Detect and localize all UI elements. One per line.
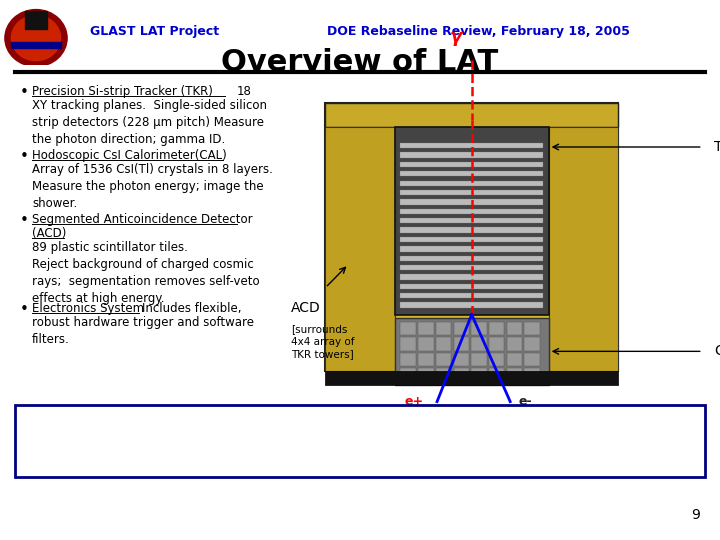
Circle shape [5, 10, 67, 66]
Bar [325, 372, 618, 385]
Bar [395, 318, 549, 385]
Bar [400, 255, 543, 261]
Bar [436, 353, 451, 366]
Bar [436, 368, 451, 381]
Bar [436, 322, 451, 335]
Bar [400, 302, 543, 308]
Bar [489, 368, 505, 381]
Bar [524, 368, 540, 381]
Text: e+: e+ [405, 395, 423, 408]
Bar [400, 143, 543, 148]
Bar [400, 152, 543, 158]
Bar [489, 353, 505, 366]
Bar [472, 353, 487, 366]
Bar [400, 368, 416, 381]
Bar [400, 208, 543, 214]
Bar [395, 127, 549, 314]
Bar [325, 127, 395, 372]
Bar [400, 322, 416, 335]
Bar [400, 227, 543, 233]
Text: [surrounds
4x4 array of
TKR towers]: [surrounds 4x4 array of TKR towers] [291, 325, 354, 359]
Bar [524, 338, 540, 350]
Bar [400, 265, 543, 271]
Text: Segmented Anticoincidence Detector: Segmented Anticoincidence Detector [32, 213, 253, 226]
Text: Systems work together to identify and measure the flux of cosmic gamma: Systems work together to identify and me… [69, 435, 651, 449]
Bar [454, 368, 469, 381]
Bar [507, 353, 522, 366]
Text: robust hardware trigger and software
filters.: robust hardware trigger and software fil… [32, 316, 254, 346]
Bar [12, 42, 60, 48]
Bar [454, 322, 469, 335]
Text: •: • [20, 302, 29, 317]
Text: •: • [20, 85, 29, 100]
Text: Overview of LAT: Overview of LAT [221, 48, 499, 77]
Bar [436, 338, 451, 350]
Text: Calorimeter: Calorimeter [714, 345, 720, 359]
Bar [524, 353, 540, 366]
Text: DOE Rebaseline Review, February 18, 2005: DOE Rebaseline Review, February 18, 2005 [327, 25, 630, 38]
Text: ACD: ACD [291, 301, 320, 315]
Text: Precision Si-strip Tracker (TKR): Precision Si-strip Tracker (TKR) [32, 85, 213, 98]
Bar [400, 162, 543, 167]
Text: γ: γ [450, 29, 462, 46]
Bar [400, 353, 416, 366]
Bar [507, 322, 522, 335]
Bar [400, 246, 543, 252]
Bar [454, 338, 469, 350]
Bar [454, 353, 469, 366]
Text: Includes flexible,: Includes flexible, [142, 302, 241, 315]
Bar [418, 322, 433, 335]
Bar [25, 11, 47, 29]
Bar [472, 338, 487, 350]
Bar [400, 293, 543, 299]
Bar [400, 180, 543, 186]
Text: e-: e- [519, 395, 532, 408]
Text: Electronics System: Electronics System [32, 302, 144, 315]
Bar [472, 368, 487, 381]
Bar [400, 237, 543, 242]
Bar [400, 171, 543, 177]
Text: Hodoscopic CsI Calorimeter(CAL): Hodoscopic CsI Calorimeter(CAL) [32, 149, 227, 162]
Bar [489, 322, 505, 335]
Bar [418, 368, 433, 381]
Text: Tracker: Tracker [714, 140, 720, 154]
Bar [400, 284, 543, 289]
Text: rays with energy 20 MeV -  >300 GeV.: rays with energy 20 MeV - >300 GeV. [212, 453, 508, 467]
Text: 9: 9 [691, 508, 700, 522]
Bar [507, 368, 522, 381]
Bar [489, 338, 505, 350]
Bar [507, 338, 522, 350]
Bar [524, 322, 540, 335]
Text: •: • [20, 149, 29, 164]
Bar [400, 218, 543, 224]
Bar [549, 127, 618, 372]
Text: XY tracking planes.  Single-sided silicon
strip detectors (228 μm pitch) Measure: XY tracking planes. Single-sided silicon… [32, 99, 267, 146]
Text: •: • [20, 213, 29, 228]
Text: GLAST LAT Project: GLAST LAT Project [90, 25, 219, 38]
Bar [472, 322, 487, 335]
Bar [400, 338, 416, 350]
Text: Array of 1536 CsI(Tl) crystals in 8 layers.
Measure the photon energy; image the: Array of 1536 CsI(Tl) crystals in 8 laye… [32, 163, 273, 210]
Bar [400, 199, 543, 205]
Text: 18: 18 [237, 85, 252, 98]
Bar [418, 353, 433, 366]
Circle shape [12, 16, 60, 60]
Text: (ACD): (ACD) [32, 227, 66, 240]
Bar [400, 190, 543, 195]
Bar [325, 104, 618, 127]
Bar [400, 274, 543, 280]
Text: 89 plastic scintillator tiles.
Reject background of charged cosmic
rays;  segmen: 89 plastic scintillator tiles. Reject ba… [32, 241, 260, 305]
Bar [325, 104, 618, 372]
Bar [418, 338, 433, 350]
